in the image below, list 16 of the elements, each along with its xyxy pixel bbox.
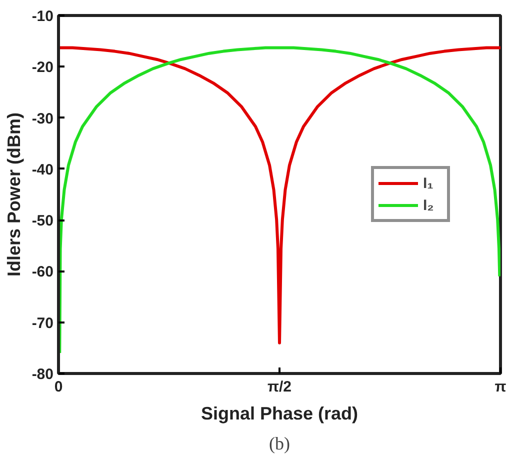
y-tick-label: -80	[32, 366, 54, 383]
legend-label: I₁	[423, 174, 434, 192]
y-tick-label: -40	[32, 161, 54, 178]
x-tick-label: π	[494, 378, 507, 396]
y-tick-label: -60	[32, 264, 54, 281]
y-tick-label: -20	[32, 59, 54, 76]
legend-label: I₂	[423, 196, 435, 214]
y-tick-label: -10	[32, 8, 54, 25]
x-axis-title: Signal Phase (rad)	[200, 404, 358, 424]
x-tick-label: π/2	[268, 378, 292, 396]
x-tick-label: 0	[54, 378, 63, 396]
y-tick-label: -50	[32, 212, 54, 230]
y-tick-label: -30	[32, 110, 54, 128]
y-axis-title: Idlers Power (dBm)	[4, 112, 24, 277]
y-tick-label: -70	[32, 314, 54, 332]
text: (b)	[269, 434, 290, 454]
